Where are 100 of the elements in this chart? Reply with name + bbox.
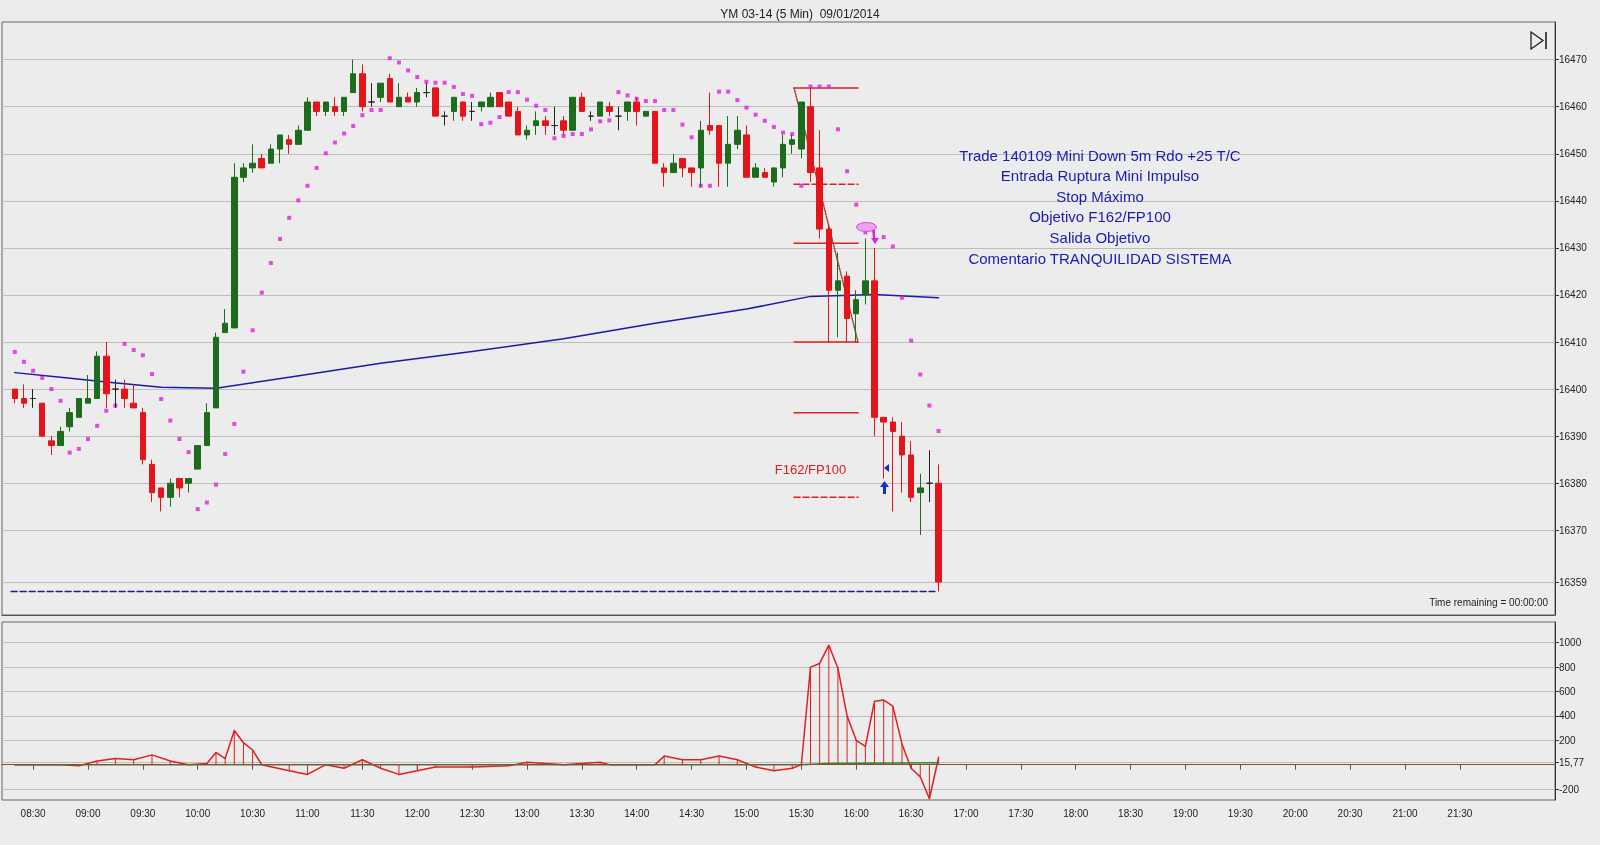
candlestick	[121, 379, 128, 409]
candlestick	[176, 478, 183, 498]
candlestick	[249, 143, 256, 174]
x-tick-label: 09:00	[75, 807, 101, 819]
candlestick	[30, 388, 36, 409]
candlestick	[313, 101, 320, 117]
candlestick	[423, 82, 430, 98]
y-tick-label: 16390	[1559, 430, 1588, 442]
y-tick-label: 16359	[1559, 576, 1588, 588]
annotation: Time remaining = 00:00:00	[1429, 596, 1549, 608]
y-tick-label: 16400	[1559, 383, 1588, 395]
x-tick-label: 17:30	[1008, 807, 1034, 819]
y-tick-label: 15,77	[1559, 757, 1585, 769]
x-tick-label: 20:00	[1282, 807, 1309, 819]
candlestick	[103, 341, 110, 409]
candlestick	[140, 407, 146, 465]
x-tick-label: 21:30	[1447, 807, 1473, 819]
y-tick-label: 16460	[1559, 101, 1588, 113]
candlestick	[908, 440, 914, 503]
x-tick-label: 09:30	[130, 807, 156, 819]
y-tick-label: 16410	[1559, 336, 1588, 348]
candlestick	[350, 59, 356, 94]
candlestick	[21, 383, 27, 409]
candlestick	[496, 92, 503, 108]
y-tick-label: 200	[1559, 734, 1577, 746]
candlestick	[368, 82, 375, 108]
x-tick-label: 13:30	[569, 807, 595, 819]
candlestick	[277, 134, 283, 164]
y-tick-label: 600	[1559, 685, 1577, 697]
candlestick	[798, 101, 805, 159]
x-tick-label: 10:30	[240, 807, 266, 819]
candlestick	[12, 388, 18, 404]
candlestick	[880, 416, 887, 480]
candlestick	[926, 449, 933, 503]
x-tick-label: 12:30	[459, 807, 486, 819]
y-tick-label: 16450	[1559, 148, 1588, 160]
candlestick	[130, 383, 137, 409]
candlestick	[624, 101, 631, 122]
candlestick	[579, 92, 585, 112]
candlestick	[85, 374, 91, 404]
y-tick-label: 16380	[1559, 477, 1588, 489]
chart-title: YM 03-14 (5 Min) 09/01/2014	[720, 7, 881, 21]
x-tick-label: 15:30	[788, 807, 815, 819]
candlestick	[652, 110, 658, 164]
candlestick	[871, 247, 878, 437]
y-tick-label: 800	[1559, 661, 1577, 673]
candlestick	[487, 92, 494, 108]
annotation: Trade 140109 Mini Down 5m Rdo +25 T/C	[959, 146, 1241, 164]
candlestick	[551, 106, 558, 136]
y-tick-label: 16370	[1559, 524, 1588, 536]
candlestick	[899, 421, 905, 494]
candlestick	[524, 125, 530, 141]
y-tick-label: -200	[1559, 783, 1580, 795]
candlestick	[185, 478, 192, 494]
x-tick-label: 13:00	[514, 807, 540, 819]
annotation: Salida Objetivo	[1049, 228, 1151, 246]
y-tick-label: 1000	[1559, 637, 1582, 649]
y-tick-label: 400	[1559, 710, 1577, 722]
candlestick	[890, 416, 896, 512]
y-tick-label: 16420	[1559, 289, 1588, 301]
candlestick	[752, 162, 759, 178]
candlestick	[323, 101, 329, 117]
candlestick	[734, 115, 741, 150]
x-tick-label: 16:30	[898, 807, 925, 819]
x-tick-label: 19:00	[1172, 807, 1199, 819]
candlestick	[332, 96, 338, 117]
y-tick-label: 16430	[1559, 242, 1588, 254]
candlestick	[286, 134, 292, 155]
candlestick	[771, 167, 777, 188]
x-tick-label: 10:00	[185, 807, 211, 819]
x-tick-label: 19:30	[1227, 807, 1254, 819]
candlestick	[533, 110, 539, 136]
candlestick	[432, 87, 439, 117]
candlestick	[917, 473, 924, 536]
annotation: F162/FP100	[774, 461, 847, 477]
x-tick-label: 14:00	[624, 807, 650, 819]
candlestick	[76, 398, 82, 418]
candlestick	[258, 153, 265, 169]
x-tick-label: 12:00	[404, 807, 431, 819]
candlestick	[377, 82, 384, 103]
candlestick	[780, 134, 786, 178]
candlestick	[935, 463, 942, 592]
candlestick	[149, 459, 155, 503]
annotation: Stop Máximo	[1056, 187, 1144, 205]
x-tick-label: 18:00	[1063, 807, 1089, 819]
candlestick	[167, 478, 174, 508]
candlestick	[716, 125, 722, 188]
candlestick	[441, 110, 448, 127]
candlestick	[304, 96, 311, 131]
candlestick	[213, 332, 219, 409]
candlestick	[48, 435, 55, 456]
candlestick	[194, 445, 201, 470]
x-tick-label: 21:00	[1392, 807, 1418, 819]
candlestick	[359, 63, 366, 112]
candlestick	[387, 73, 393, 103]
candlestick	[615, 106, 622, 131]
candlestick	[268, 143, 274, 164]
candlestick	[789, 134, 795, 155]
x-tick-label: 14:30	[679, 807, 705, 819]
candlestick	[725, 115, 731, 188]
